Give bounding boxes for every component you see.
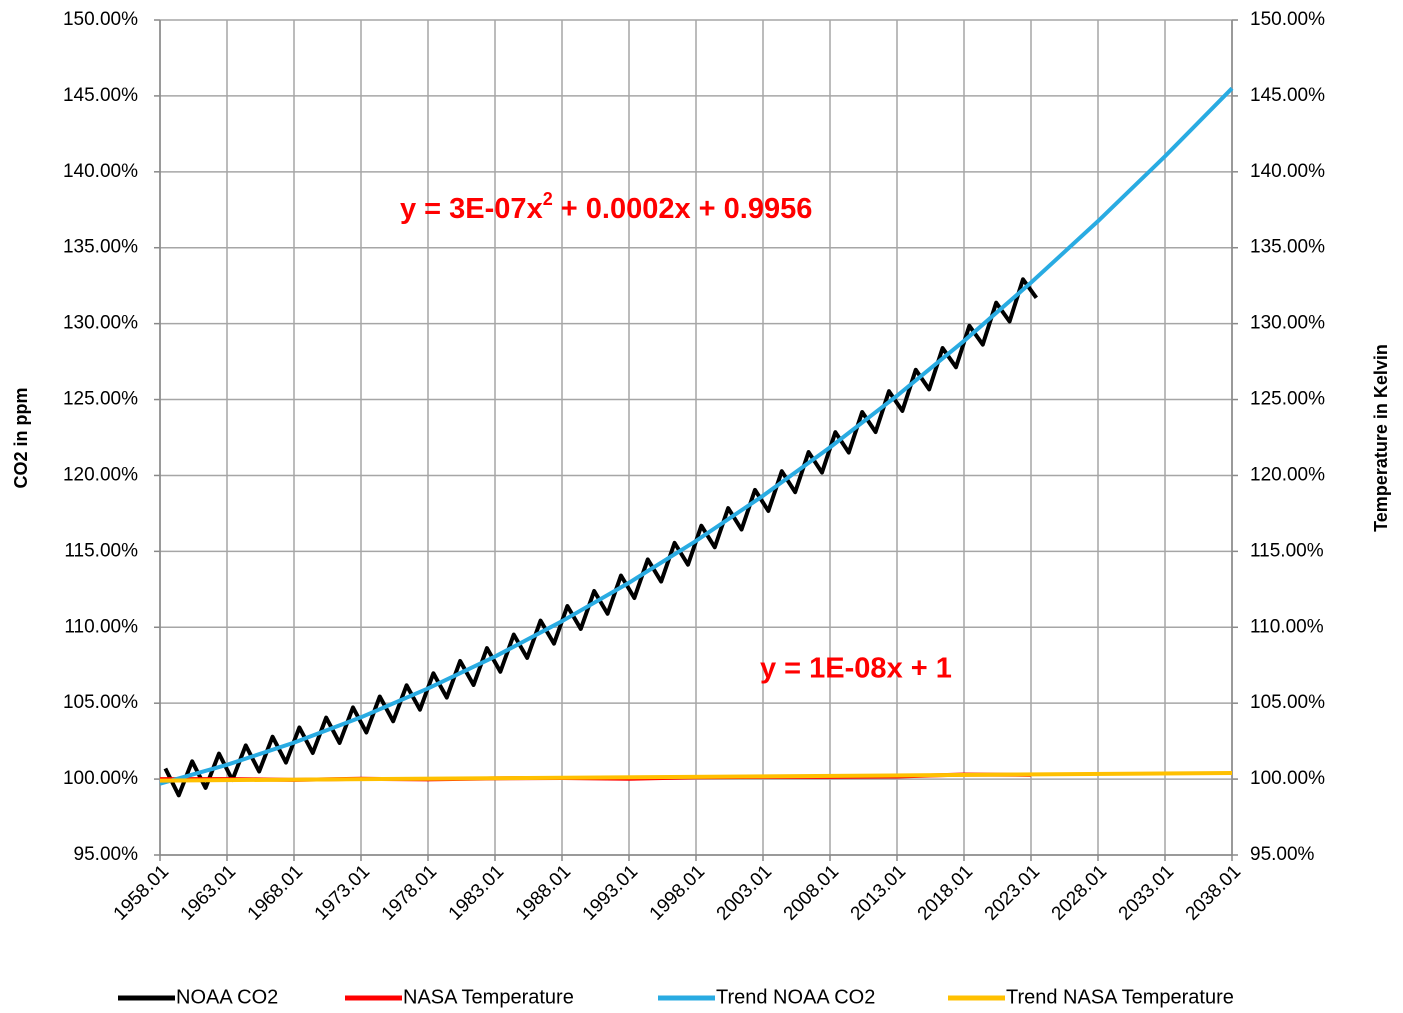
y-tick-label: 150.00% (63, 9, 138, 30)
legend-label: Trend NOAA CO2 (716, 986, 875, 1008)
x-tick-label: 2023.01 (981, 861, 1044, 924)
x-tick-label: 1958.01 (110, 861, 173, 924)
x-tick-label: 1968.01 (244, 861, 307, 924)
annotation-text: y = 3E-07x (400, 193, 543, 225)
y-tick-label: 110.00% (64, 616, 138, 637)
y-axis-title: CO2 in ppm (11, 387, 31, 488)
y2-tick-label: 100.00% (1250, 768, 1325, 789)
x-tick-label: 1998.01 (646, 861, 709, 924)
y-tick-label: 100.00% (63, 768, 138, 789)
y2-tick-label: 120.00% (1250, 464, 1325, 485)
x-tick-label: 1963.01 (177, 861, 240, 924)
y2-tick-label: 125.00% (1250, 389, 1325, 410)
annotation: y = 3E-07x2 + 0.0002x + 0.9956 (400, 189, 812, 225)
y-tick-label: 135.00% (63, 237, 138, 258)
x-tick-label: 1988.01 (512, 861, 575, 924)
y-tick-label: 140.00% (63, 161, 138, 182)
y2-tick-label: 110.00% (1250, 616, 1324, 637)
legend-label: NOAA CO2 (176, 986, 278, 1008)
y2-tick-label: 145.00% (1250, 85, 1325, 106)
x-tick-label: 1983.01 (445, 861, 508, 924)
x-tick-label: 2038.01 (1182, 861, 1245, 924)
x-tick-label: 2008.01 (780, 861, 843, 924)
x-tick-label: 1978.01 (378, 861, 441, 924)
y-tick-label: 95.00% (74, 844, 139, 865)
y2-tick-label: 135.00% (1250, 237, 1325, 258)
y-tick-label: 115.00% (64, 540, 138, 561)
x-tick-label: 2003.01 (713, 861, 776, 924)
legend-label: Trend NASA Temperature (1006, 986, 1234, 1008)
y-tick-label: 125.00% (63, 389, 138, 410)
annotation: y = 1E-08x + 1 (760, 653, 952, 685)
annotation-superscript: 2 (543, 189, 553, 209)
x-tick-label: 2028.01 (1048, 861, 1111, 924)
series-line (159, 771, 1233, 783)
legend-label: NASA Temperature (403, 986, 574, 1008)
x-tick-label: 1993.01 (579, 861, 642, 924)
y2-axis-title: Temperature in Kelvin (1371, 344, 1391, 532)
y-tick-label: 120.00% (63, 464, 138, 485)
annotation-text: + 0.0002x + 0.9956 (553, 193, 813, 225)
y2-tick-label: 140.00% (1250, 161, 1325, 182)
y2-tick-label: 115.00% (1250, 540, 1324, 561)
y2-tick-label: 105.00% (1250, 692, 1325, 713)
y2-tick-label: 95.00% (1250, 844, 1315, 865)
y-tick-label: 145.00% (63, 85, 138, 106)
series-line (163, 277, 1038, 798)
x-tick-label: 2018.01 (914, 861, 977, 924)
y-tick-label: 130.00% (63, 313, 138, 334)
x-tick-label: 2013.01 (847, 861, 910, 924)
x-tick-label: 1973.01 (311, 861, 374, 924)
x-tick-label: 2033.01 (1115, 861, 1178, 924)
y-tick-label: 105.00% (63, 692, 138, 713)
y2-tick-label: 150.00% (1250, 9, 1325, 30)
series-line (159, 86, 1234, 786)
y2-tick-label: 130.00% (1250, 313, 1325, 334)
